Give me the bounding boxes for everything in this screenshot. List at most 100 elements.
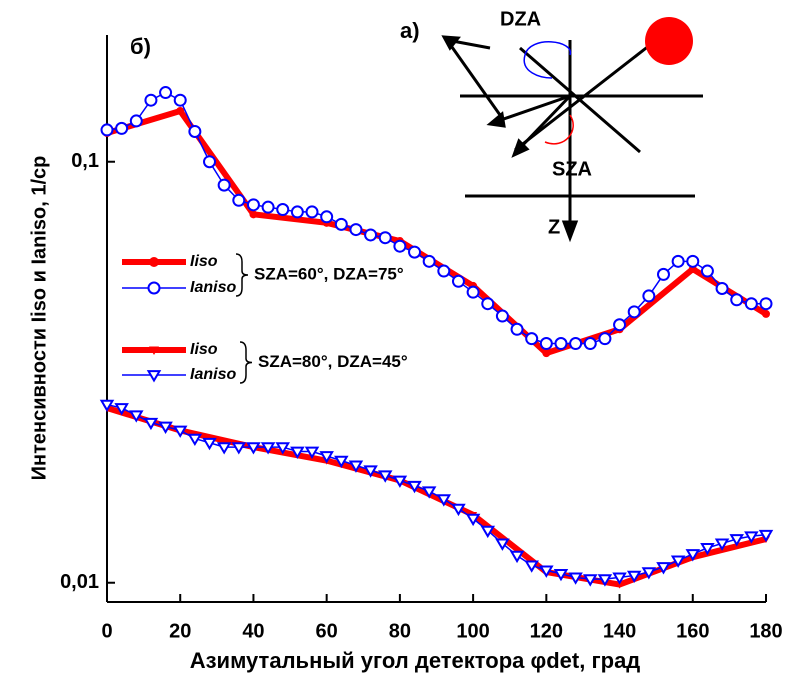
marker bbox=[730, 293, 744, 307]
marker bbox=[542, 349, 551, 358]
marker bbox=[320, 210, 334, 224]
x-tick-label: 20 bbox=[169, 620, 191, 642]
marker bbox=[613, 318, 627, 332]
x-tick-label: 60 bbox=[316, 620, 338, 642]
marker bbox=[290, 446, 305, 459]
marker bbox=[348, 460, 364, 473]
marker bbox=[465, 513, 481, 527]
marker bbox=[246, 198, 260, 212]
x-tick-label: 160 bbox=[676, 620, 709, 642]
marker bbox=[685, 549, 701, 562]
legend-brace bbox=[235, 253, 249, 297]
marker bbox=[129, 114, 143, 128]
marker bbox=[715, 281, 729, 295]
marker bbox=[759, 297, 773, 311]
marker bbox=[626, 570, 642, 584]
marker bbox=[641, 567, 657, 580]
marker bbox=[100, 123, 114, 137]
marker bbox=[524, 560, 539, 573]
x-tick-label: 40 bbox=[242, 620, 264, 642]
series-line bbox=[106, 107, 768, 357]
marker bbox=[612, 572, 627, 585]
marker bbox=[437, 264, 451, 278]
marker bbox=[539, 337, 553, 351]
marker bbox=[451, 503, 466, 517]
marker bbox=[188, 124, 202, 138]
marker bbox=[700, 543, 715, 556]
series-line bbox=[106, 403, 767, 580]
y-tick-label: 0,1 bbox=[71, 150, 99, 172]
marker bbox=[686, 254, 700, 268]
marker bbox=[146, 370, 162, 383]
marker bbox=[729, 534, 744, 547]
marker bbox=[334, 455, 349, 469]
marker bbox=[393, 239, 407, 253]
inset-text: Z bbox=[548, 216, 560, 238]
marker bbox=[744, 297, 758, 311]
marker bbox=[758, 529, 774, 543]
x-tick-label: 180 bbox=[749, 620, 782, 642]
marker bbox=[276, 203, 290, 217]
inset-diagram bbox=[441, 17, 703, 243]
marker bbox=[480, 525, 496, 539]
marker bbox=[627, 305, 641, 319]
x-tick-label: 0 bbox=[101, 620, 112, 642]
series-line bbox=[106, 91, 766, 345]
marker bbox=[363, 465, 378, 478]
x-tick-label: 120 bbox=[530, 620, 563, 642]
marker bbox=[466, 285, 480, 299]
y-axis-label: Интенсивности Iiso и Ianiso, 1/ср bbox=[28, 156, 50, 481]
marker bbox=[422, 254, 436, 268]
marker bbox=[583, 574, 598, 587]
marker bbox=[305, 205, 319, 219]
marker bbox=[232, 193, 246, 207]
marker bbox=[554, 337, 568, 351]
marker bbox=[319, 451, 334, 464]
legend-group-label: SZA=60°, DZA=75° bbox=[254, 264, 404, 283]
marker bbox=[421, 486, 437, 499]
marker bbox=[700, 264, 714, 278]
marker bbox=[436, 494, 452, 507]
marker bbox=[377, 470, 393, 483]
marker bbox=[149, 346, 159, 355]
legend-label: Iiso bbox=[190, 253, 218, 270]
y-tick-label: 0,01 bbox=[60, 571, 99, 593]
marker bbox=[510, 322, 524, 336]
marker bbox=[714, 538, 730, 551]
marker bbox=[172, 425, 188, 438]
marker bbox=[642, 289, 656, 303]
legend-label: Ianiso bbox=[190, 279, 236, 296]
inset-text: DZA bbox=[500, 8, 541, 30]
marker bbox=[744, 531, 759, 544]
marker bbox=[203, 155, 217, 169]
x-axis-label: Азимутальный угол детектора φdet, град bbox=[190, 648, 641, 673]
marker bbox=[451, 274, 465, 288]
x-tick-label: 100 bbox=[456, 620, 489, 642]
marker bbox=[481, 297, 495, 311]
panel-label: б) bbox=[130, 34, 151, 59]
marker bbox=[568, 572, 583, 585]
marker bbox=[583, 337, 597, 351]
marker bbox=[115, 121, 129, 135]
marker bbox=[147, 281, 161, 295]
marker bbox=[216, 442, 232, 455]
marker bbox=[144, 93, 158, 107]
marker bbox=[495, 309, 509, 323]
x-tick-label: 80 bbox=[389, 620, 411, 642]
marker bbox=[202, 437, 217, 451]
marker bbox=[149, 257, 159, 267]
marker bbox=[615, 581, 624, 589]
marker bbox=[114, 403, 129, 416]
marker bbox=[553, 568, 569, 582]
marker bbox=[569, 337, 583, 351]
marker bbox=[539, 565, 554, 578]
marker bbox=[671, 254, 685, 268]
marker bbox=[598, 332, 612, 346]
legend-label: Ianiso bbox=[190, 366, 236, 383]
marker bbox=[304, 446, 320, 459]
marker bbox=[143, 417, 159, 431]
marker bbox=[408, 245, 422, 259]
marker bbox=[249, 210, 258, 219]
marker bbox=[129, 410, 144, 423]
